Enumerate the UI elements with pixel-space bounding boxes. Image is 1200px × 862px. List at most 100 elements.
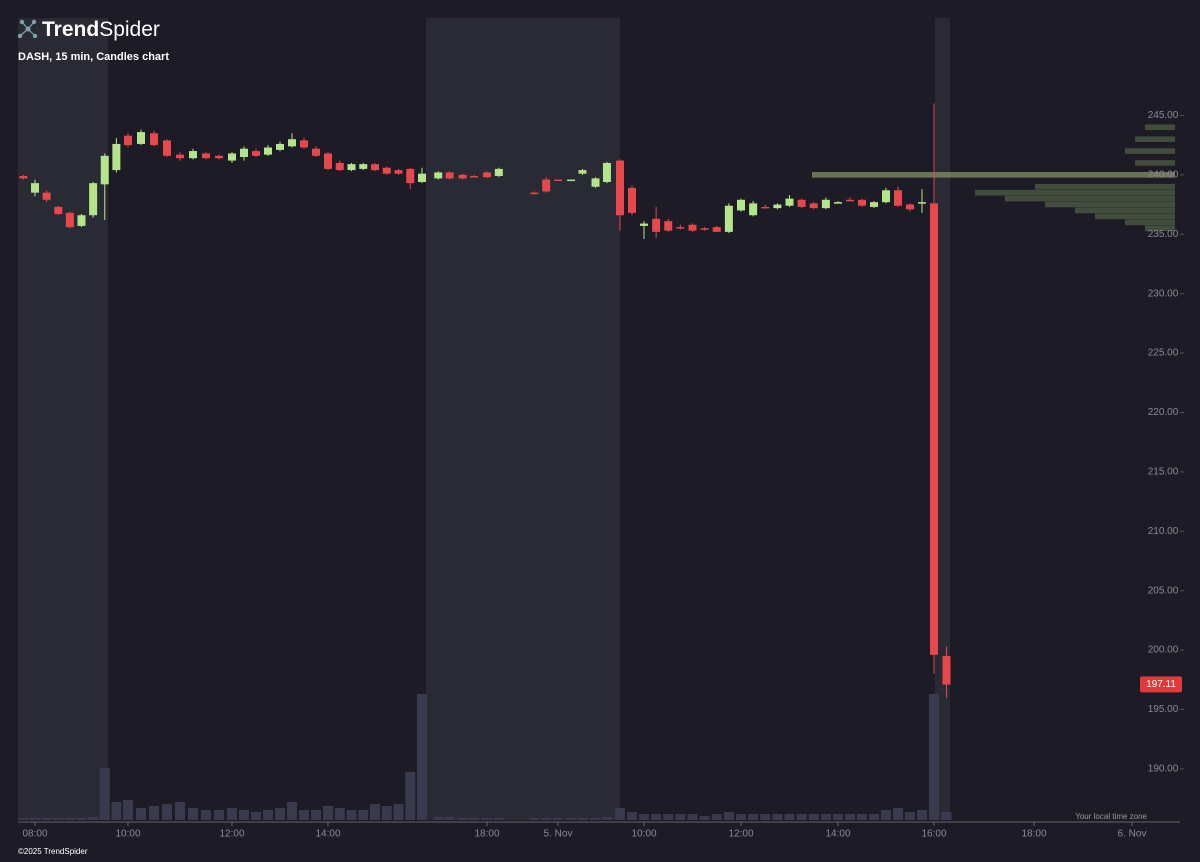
volume-bar	[796, 814, 807, 820]
candle-body	[176, 154, 184, 159]
volume-bar	[723, 812, 734, 820]
volume-bar	[663, 814, 674, 820]
y-tick-label: 225.00	[1148, 348, 1179, 359]
volume-bar	[857, 814, 867, 820]
axes: 190.00 195.00 200.00 205.00 210.00 215.00 220.…	[22, 110, 1184, 840]
x-tick-label: 18:00	[474, 829, 499, 840]
logo: TrendSpider	[17, 18, 160, 41]
volume-bar	[18, 818, 29, 820]
volume-bar	[123, 800, 133, 820]
candle-body	[276, 143, 284, 150]
candle-body	[100, 155, 109, 185]
candle-body	[578, 170, 587, 174]
volume-bar	[346, 810, 357, 820]
volume-bar	[41, 818, 52, 820]
volume-bar	[53, 818, 64, 820]
profile-bar	[975, 189, 1175, 196]
candle-body	[737, 199, 745, 211]
y-tick-label: 220.00	[1148, 407, 1179, 418]
candle-body	[252, 151, 260, 156]
profile-bar	[812, 172, 1175, 178]
profile-bar	[1045, 201, 1175, 208]
volume-bar	[311, 810, 321, 820]
x-tick-label: 12:00	[219, 829, 244, 840]
y-tick-label: 240.00	[1148, 169, 1179, 180]
volume-bar	[760, 814, 771, 820]
volume-bar	[566, 818, 577, 820]
candle-body	[930, 203, 938, 655]
candle-body	[418, 173, 426, 182]
last-price-label: 197.11	[1146, 679, 1176, 690]
volume-bar	[482, 818, 492, 820]
x-tick-label: 14:00	[825, 829, 850, 840]
candle-body	[494, 168, 503, 177]
candle-body	[150, 133, 158, 146]
volume-bar	[175, 802, 185, 820]
candle-body	[640, 223, 648, 226]
volume-bar	[393, 804, 404, 820]
x-tick-label: 10:00	[115, 829, 140, 840]
candle-body	[602, 162, 611, 182]
candle-body	[202, 153, 210, 159]
y-tick-label: 230.00	[1148, 288, 1179, 299]
candle-body	[434, 172, 443, 179]
candle-body	[882, 190, 890, 203]
volume-bar	[917, 810, 927, 820]
candle-body	[189, 151, 197, 159]
afterhours-band	[935, 18, 950, 820]
x-tick-label: 14:00	[315, 829, 340, 840]
x-tick-label: 10:00	[631, 829, 656, 840]
volume-bar	[433, 817, 444, 820]
candle-body	[821, 199, 830, 209]
candle-body	[942, 656, 951, 685]
x-tick-label: 5. Nov	[544, 829, 573, 840]
candle-body	[749, 203, 758, 216]
candle-body	[652, 218, 661, 232]
candle-body	[894, 190, 902, 206]
volume-bar	[162, 804, 172, 820]
profile-bar	[1005, 195, 1175, 202]
volume-bar	[370, 804, 380, 820]
candle-body	[591, 178, 600, 187]
volume-bar	[675, 814, 686, 820]
volume-bar	[699, 816, 710, 820]
volume-bar	[772, 814, 783, 820]
candle-body	[470, 176, 478, 178]
volume-bar	[748, 814, 759, 820]
profile-bar	[1075, 207, 1175, 214]
candle-body	[288, 139, 296, 147]
brand-light: Spider	[99, 18, 160, 41]
volume-bar	[869, 814, 879, 820]
profile-bar	[1135, 136, 1175, 142]
y-tick-label: 235.00	[1148, 229, 1179, 240]
profile-bar	[1035, 183, 1175, 190]
candle-body	[724, 205, 733, 232]
candle-body	[712, 227, 721, 232]
profile-bar	[1145, 225, 1175, 232]
volume-bar	[251, 812, 261, 820]
volume-bar	[627, 812, 637, 820]
candle-body	[382, 167, 391, 174]
volume-bar	[651, 814, 662, 820]
candle-body	[688, 224, 697, 231]
candle-body	[846, 199, 854, 202]
volume-bar	[577, 818, 588, 820]
candle-body	[137, 132, 145, 144]
x-tick-label: 12:00	[728, 829, 753, 840]
volume-bar	[845, 814, 855, 820]
volume-bar	[263, 810, 273, 820]
volume-bar	[287, 802, 297, 820]
candle-body	[89, 183, 98, 216]
candle-body	[394, 170, 403, 174]
y-tick-label: 195.00	[1148, 704, 1179, 715]
volume-bar	[893, 808, 903, 820]
last-price-box	[1140, 676, 1182, 693]
brand-name: TrendSpider	[42, 18, 160, 41]
candle-body	[530, 192, 539, 195]
profile-bar	[1145, 124, 1175, 131]
volume-bar	[444, 817, 455, 820]
candle-body	[42, 192, 51, 200]
x-tick-label: 6. Nov	[1118, 829, 1147, 840]
volume-bar	[214, 810, 224, 820]
